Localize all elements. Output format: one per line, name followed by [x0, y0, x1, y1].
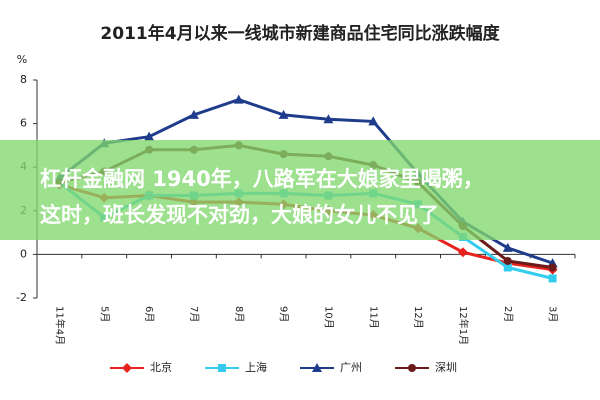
x-tick-label: 6月 [143, 306, 155, 322]
chart-title: 2011年4月以来一线城市新建商品住宅同比涨跌幅度 [100, 23, 500, 44]
marker [502, 242, 513, 252]
marker [144, 131, 155, 141]
overlay-banner [0, 140, 600, 240]
x-tick-label: 2月 [502, 306, 514, 322]
x-tick-label: 11年4月 [53, 306, 66, 345]
marker [457, 247, 468, 258]
x-tick-label: 3月 [547, 306, 559, 322]
x-tick-label: 12月 [412, 306, 424, 329]
overlay-text: 杠杆金融网 1940年，八路军在大娘家里喝粥， [40, 167, 484, 191]
x-tick-label: 12年1月 [457, 306, 470, 345]
y-tick-label: -2 [16, 291, 27, 304]
marker [503, 256, 512, 265]
marker [323, 114, 334, 124]
legend-marker [312, 363, 322, 372]
marker [503, 263, 512, 272]
legend-marker [122, 363, 132, 373]
legend-marker [218, 364, 226, 372]
x-tick-label: 9月 [278, 306, 290, 322]
y-tick-label: 8 [20, 73, 27, 86]
marker [548, 263, 557, 272]
legend-label: 广州 [340, 361, 362, 374]
marker [233, 94, 244, 104]
marker [278, 109, 289, 119]
y-tick-label: 0 [20, 247, 27, 260]
x-tick-label: 10月 [322, 306, 334, 329]
legend-marker [408, 364, 416, 372]
overlay-text: 这时，班长发现不对劲，大娘的女儿不见了 [40, 203, 439, 227]
x-tick-label: 11月 [367, 306, 379, 329]
legend-label: 深圳 [435, 361, 457, 374]
marker [368, 116, 379, 126]
y-tick-label: 6 [20, 117, 27, 130]
legend-label: 北京 [150, 360, 172, 374]
legend-label: 上海 [245, 360, 267, 374]
x-tick-label: 7月 [188, 306, 200, 322]
x-tick-label: 8月 [233, 306, 245, 322]
y-axis-label: % [17, 53, 27, 66]
marker [188, 109, 199, 119]
x-tick-label: 5月 [98, 306, 110, 322]
marker [548, 274, 557, 283]
